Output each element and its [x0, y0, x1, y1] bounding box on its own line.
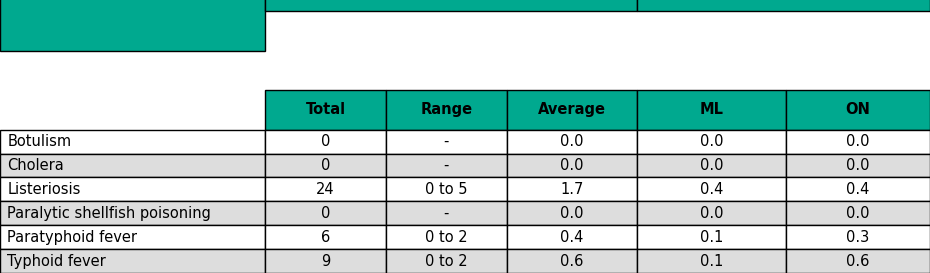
Text: Total: Total — [305, 102, 346, 117]
Bar — [507, 154, 637, 177]
Bar — [0, 154, 265, 177]
Text: 9: 9 — [321, 254, 330, 269]
Text: Cholera: Cholera — [7, 158, 64, 173]
Text: 0.0: 0.0 — [699, 206, 724, 221]
Bar — [265, 90, 386, 130]
Bar — [507, 225, 637, 249]
Text: 0.0: 0.0 — [846, 158, 870, 173]
Bar — [265, 0, 637, 11]
Bar — [637, 225, 786, 249]
Bar — [637, 177, 786, 201]
Text: 0 to 5: 0 to 5 — [425, 182, 468, 197]
Bar — [507, 130, 637, 154]
Bar — [265, 154, 386, 177]
Text: Range: Range — [420, 102, 472, 117]
Bar — [786, 201, 930, 225]
Bar — [637, 90, 786, 130]
Bar — [386, 154, 507, 177]
Bar — [265, 225, 386, 249]
Text: -: - — [444, 158, 449, 173]
Bar — [507, 201, 637, 225]
Text: -: - — [444, 206, 449, 221]
Text: 0.1: 0.1 — [699, 230, 724, 245]
Bar — [386, 177, 507, 201]
Text: 6: 6 — [321, 230, 330, 245]
Bar — [786, 154, 930, 177]
Text: 0.6: 0.6 — [846, 254, 870, 269]
Text: 0.4: 0.4 — [699, 182, 724, 197]
Text: 0 to 2: 0 to 2 — [425, 254, 468, 269]
Bar — [637, 154, 786, 177]
Bar — [265, 249, 386, 273]
Text: ON: ON — [845, 102, 870, 117]
Text: Paralytic shellfish poisoning: Paralytic shellfish poisoning — [7, 206, 211, 221]
Bar — [265, 130, 386, 154]
Bar — [386, 90, 507, 130]
Text: 0.0: 0.0 — [699, 134, 724, 149]
Text: 0.0: 0.0 — [699, 158, 724, 173]
Bar — [386, 249, 507, 273]
Bar — [386, 130, 507, 154]
Text: 0.0: 0.0 — [560, 206, 584, 221]
Text: 0.4: 0.4 — [560, 230, 584, 245]
Bar — [0, 177, 265, 201]
Text: 0.4: 0.4 — [846, 182, 870, 197]
Bar — [786, 90, 930, 130]
Bar — [637, 0, 930, 11]
Bar — [265, 177, 386, 201]
Bar — [386, 201, 507, 225]
Bar — [0, 225, 265, 249]
Bar — [637, 249, 786, 273]
Bar — [507, 90, 637, 130]
Text: 0: 0 — [321, 158, 330, 173]
Text: 0.0: 0.0 — [560, 134, 584, 149]
Text: 0.0: 0.0 — [560, 158, 584, 173]
Bar — [386, 225, 507, 249]
Text: 0.3: 0.3 — [846, 230, 870, 245]
Text: Typhoid fever: Typhoid fever — [7, 254, 106, 269]
Text: 0: 0 — [321, 134, 330, 149]
Text: 0: 0 — [321, 206, 330, 221]
Text: Average: Average — [538, 102, 606, 117]
Text: Listeriosis: Listeriosis — [7, 182, 81, 197]
Bar — [507, 177, 637, 201]
Bar — [637, 201, 786, 225]
Bar — [786, 177, 930, 201]
Bar — [786, 249, 930, 273]
Text: 1.7: 1.7 — [560, 182, 584, 197]
Text: Botulism: Botulism — [7, 134, 72, 149]
Bar — [0, 130, 265, 154]
Bar — [0, 249, 265, 273]
Bar — [0, 0, 265, 51]
Bar — [786, 130, 930, 154]
Text: 24: 24 — [316, 182, 335, 197]
Text: 0.0: 0.0 — [846, 206, 870, 221]
Bar — [507, 249, 637, 273]
Bar — [786, 225, 930, 249]
Bar — [265, 201, 386, 225]
Text: 0.6: 0.6 — [560, 254, 584, 269]
Bar — [637, 130, 786, 154]
Text: 0.0: 0.0 — [846, 134, 870, 149]
Text: 0.1: 0.1 — [699, 254, 724, 269]
Text: Paratyphoid fever: Paratyphoid fever — [7, 230, 138, 245]
Text: -: - — [444, 134, 449, 149]
Bar — [0, 201, 265, 225]
Text: ML: ML — [699, 102, 724, 117]
Text: 0 to 2: 0 to 2 — [425, 230, 468, 245]
